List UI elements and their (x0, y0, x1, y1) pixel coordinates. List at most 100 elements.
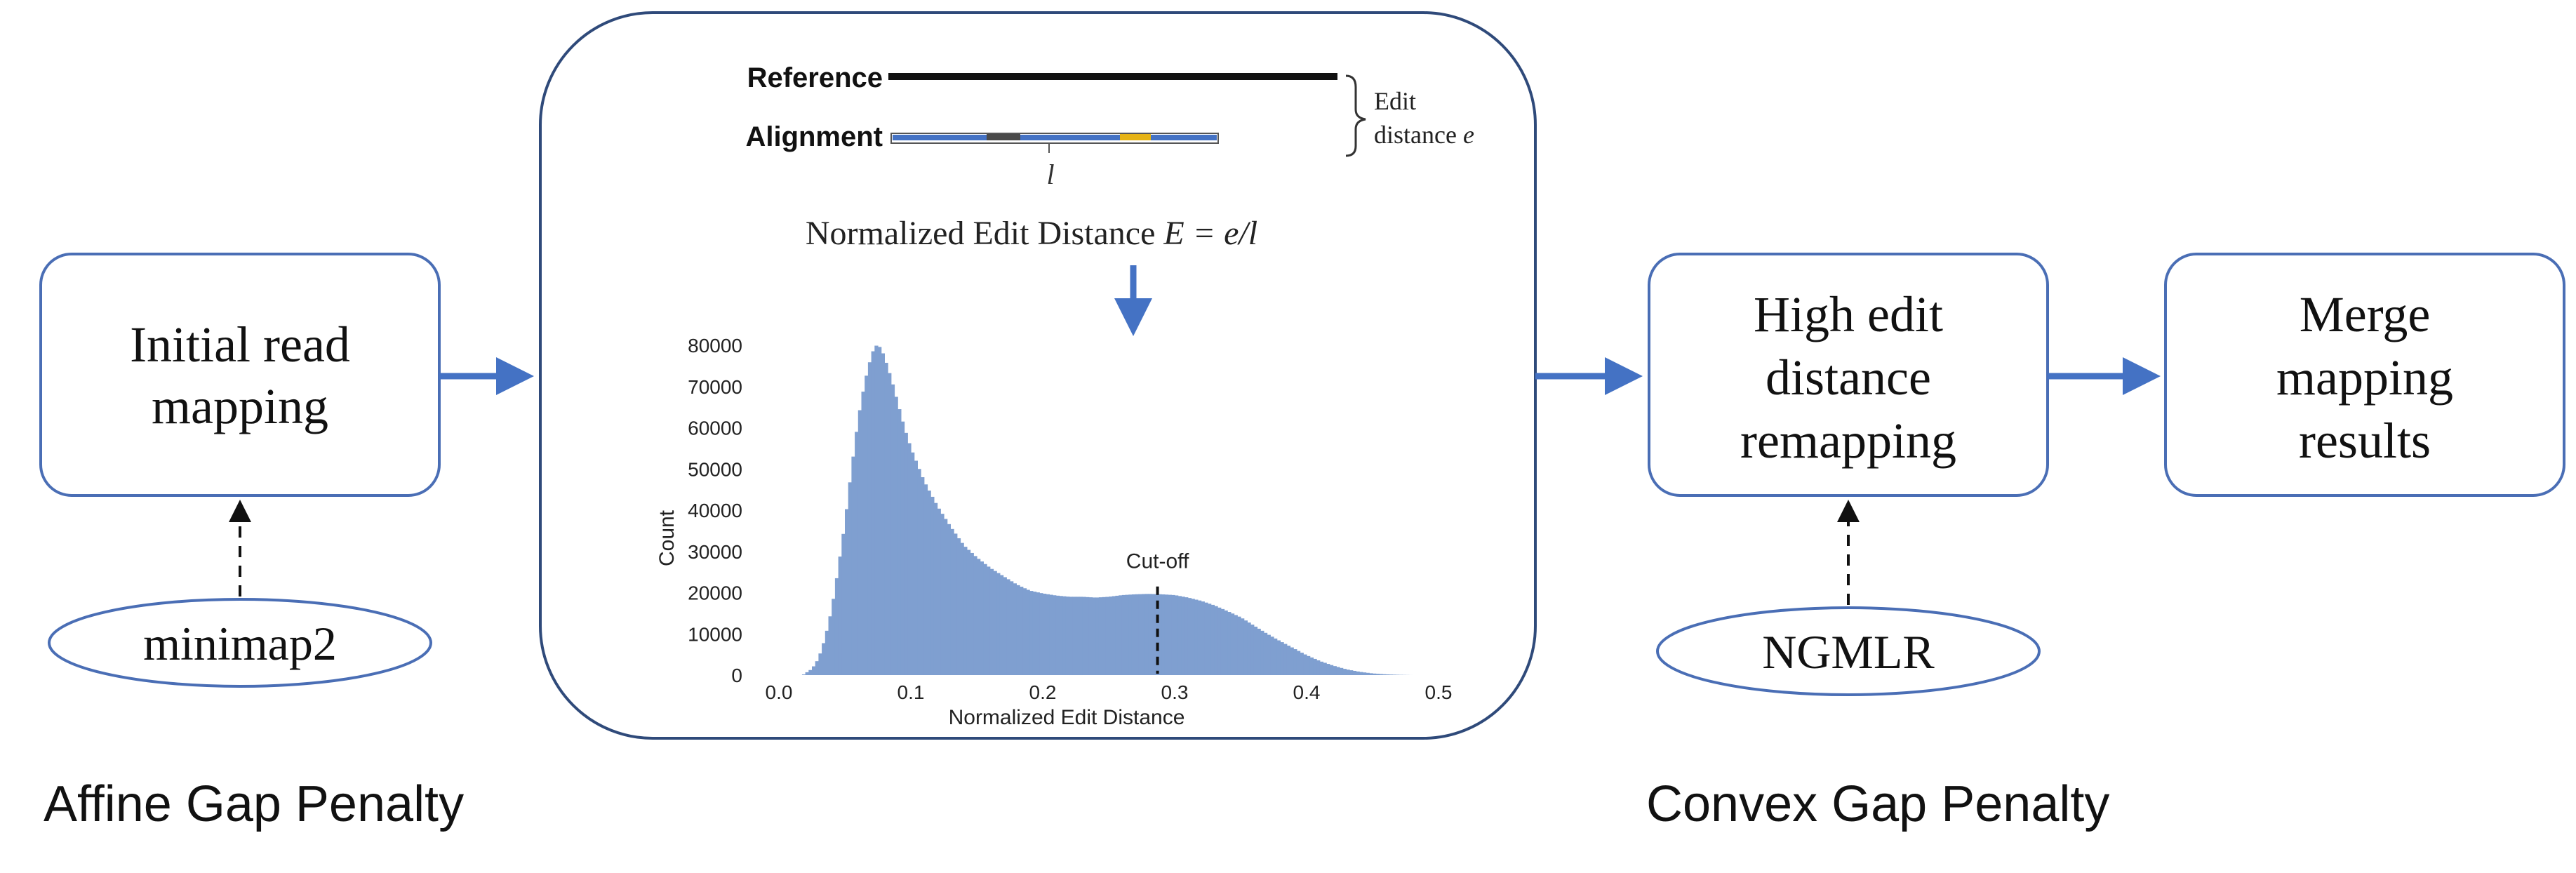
edit-distance-label-line2: distance (1374, 121, 1457, 149)
histogram-bin (1142, 594, 1146, 675)
histogram-bin (954, 533, 958, 675)
histogram-bin (1039, 593, 1043, 675)
histogram-bin (1303, 654, 1307, 675)
histogram-bin (1210, 604, 1215, 675)
x-tick-label: 0.5 (1425, 681, 1453, 703)
histogram-bin (801, 674, 806, 675)
mismatch-segment-dark (987, 134, 1020, 140)
histogram-bin (900, 421, 905, 675)
histogram-bin (1340, 667, 1344, 675)
histogram-bin (1227, 612, 1232, 675)
histogram-bin (1333, 666, 1337, 675)
y-tick-label: 30000 (688, 541, 742, 563)
length-symbol: l (1046, 159, 1054, 190)
histogram-bin (1276, 640, 1281, 675)
y-tick-label: 20000 (688, 582, 742, 604)
reference-bar (888, 73, 1337, 80)
histogram-bin (1121, 594, 1126, 675)
histogram-bin (878, 347, 882, 675)
histogram-bin (861, 392, 865, 675)
histogram-bin (1243, 620, 1248, 675)
histogram-bin (825, 630, 829, 675)
histogram-bin (1184, 597, 1189, 675)
histogram-bin (1076, 597, 1080, 676)
ngmlr-tool: NGMLR (1656, 606, 2041, 696)
histogram-bin (1270, 637, 1274, 675)
histogram-bin (996, 573, 1001, 675)
y-tick-label: 10000 (688, 623, 742, 645)
histogram-bin (818, 653, 822, 675)
alignment-bar (890, 133, 1219, 144)
histogram-bin (1362, 672, 1367, 675)
histogram-bin (1290, 647, 1294, 675)
histogram-bin (993, 571, 997, 675)
merge-label-line1: Merge (2300, 286, 2431, 342)
histogram-bin (1010, 581, 1014, 675)
y-tick-label: 60000 (688, 418, 742, 439)
histogram-bin (1224, 610, 1228, 675)
histogram-bin (1369, 673, 1373, 675)
histogram-bin (1043, 594, 1047, 675)
histogram-bin (1208, 604, 1212, 675)
histogram-bin (812, 666, 816, 675)
histogram-bin (980, 561, 984, 675)
histogram-bin (1385, 674, 1390, 675)
merge-mapping-results-box: Merge mapping results (2164, 253, 2565, 497)
histogram-bin (963, 547, 968, 675)
histogram-bin (1253, 626, 1258, 675)
histogram-bin (989, 568, 994, 675)
histogram-bin (1260, 630, 1264, 675)
histogram-bin (865, 375, 869, 675)
histogram-bin (956, 538, 961, 675)
histogram-bin (930, 496, 935, 675)
histogram-bin (1079, 597, 1083, 676)
high-edit-distance-remapping-box: High edit distance remapping (1648, 253, 2049, 497)
affine-gap-penalty-label: Affine Gap Penalty (44, 776, 464, 832)
edit-distance-label-line1: Edit (1374, 87, 1416, 115)
x-tick-label: 0.0 (766, 681, 793, 703)
histogram-bin (1098, 597, 1103, 675)
histogram-bin (1069, 597, 1073, 676)
histogram-bin (1316, 660, 1321, 675)
histogram-bin (1323, 662, 1327, 675)
histogram-bin (838, 557, 842, 675)
histogram-bin (848, 482, 852, 675)
histogram-bin (950, 528, 954, 675)
histogram-bin (815, 661, 819, 675)
histogram-bin (1267, 634, 1271, 675)
histogram-bin (977, 559, 981, 675)
formula-rhs: = e/l (1193, 215, 1257, 252)
histogram-bin (881, 353, 885, 675)
histogram-bin (1138, 594, 1142, 675)
histogram-bin (1095, 597, 1100, 675)
histogram-bin (890, 384, 895, 675)
histogram-bin (1086, 597, 1090, 675)
histogram-bin (1029, 591, 1034, 675)
histogram-bin (857, 410, 862, 675)
histogram-bin (1336, 667, 1340, 675)
histogram-bin (1119, 595, 1123, 675)
histogram-bin (1135, 594, 1139, 675)
formula-variable: E (1163, 215, 1184, 252)
histogram-bin (855, 432, 859, 675)
histogram-bin (1296, 651, 1301, 675)
histogram-bin (1003, 577, 1007, 675)
histogram-bin (805, 672, 809, 675)
histogram-bin (1293, 649, 1297, 675)
histogram-bin (1309, 657, 1314, 675)
histogram-bin (1283, 644, 1288, 675)
histogram-bin (1092, 597, 1096, 675)
cutoff-label: Cut-off (1126, 549, 1189, 573)
histogram-bin (1247, 622, 1251, 675)
histogram-bin (1112, 596, 1116, 675)
histogram-bin (832, 599, 836, 675)
histogram-bin (1187, 598, 1192, 675)
histogram-bin (923, 484, 928, 675)
initial-read-mapping-box: Initial read mapping (39, 253, 441, 497)
minimap2-label: minimap2 (143, 617, 337, 670)
histogram-bin (1181, 597, 1185, 675)
histogram-bin (973, 556, 977, 675)
ngmlr-label: NGMLR (1762, 625, 1935, 679)
histogram-bin (1286, 646, 1291, 675)
